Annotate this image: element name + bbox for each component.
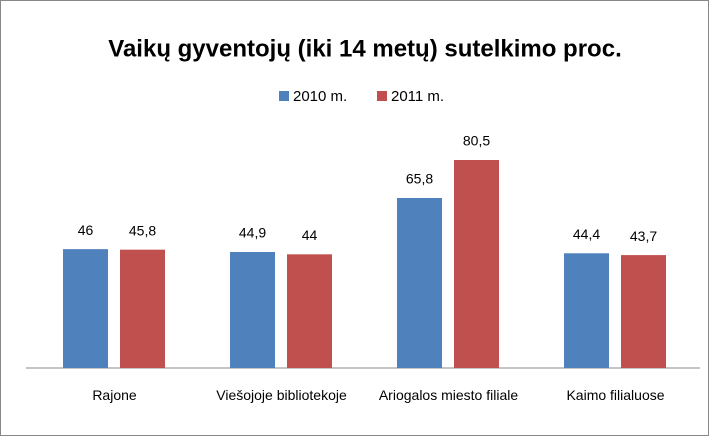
legend-swatch [279,91,289,101]
bar [564,253,609,368]
x-tick-label: Rajone [92,387,137,403]
bar [63,249,108,368]
value-label: 46 [78,222,94,238]
bar [621,255,666,368]
bar [397,197,442,368]
x-tick-label: Kaimo filialuose [566,387,665,403]
x-tick-label: Ariogalos miesto filiale [378,387,519,403]
value-label: 45,8 [129,222,156,238]
bar [287,254,332,368]
value-label: 44,4 [573,226,600,242]
legend-label: 2011 m. [391,88,444,105]
value-label: 44 [302,227,318,243]
value-label: 44,9 [239,225,266,241]
x-tick-label: Viešojoje bibliotekoje [216,387,347,403]
value-label: 80,5 [463,133,490,149]
value-label: 43,7 [630,228,657,244]
value-label: 65,8 [406,171,433,187]
bar [230,251,275,368]
legend-swatch [377,91,387,101]
legend-label: 2010 m. [293,88,347,105]
chart-title: Vaikų gyventojų (iki 14 metų) sutelkimo … [108,35,621,62]
bar [120,249,165,368]
bar [454,160,499,368]
